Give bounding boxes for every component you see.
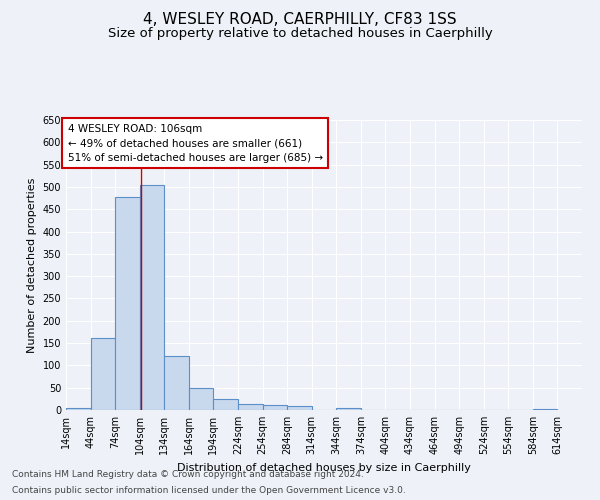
X-axis label: Distribution of detached houses by size in Caerphilly: Distribution of detached houses by size …: [177, 462, 471, 472]
Bar: [533, 408, 557, 410]
Text: 4, WESLEY ROAD, CAERPHILLY, CF83 1SS: 4, WESLEY ROAD, CAERPHILLY, CF83 1SS: [143, 12, 457, 28]
Bar: [238, 404, 263, 410]
Bar: [140, 185, 164, 410]
Bar: [164, 356, 189, 410]
Bar: [336, 408, 361, 410]
Text: 4 WESLEY ROAD: 106sqm
← 49% of detached houses are smaller (661)
51% of semi-det: 4 WESLEY ROAD: 106sqm ← 49% of detached …: [68, 124, 323, 163]
Bar: [214, 399, 238, 410]
Text: Size of property relative to detached houses in Caerphilly: Size of property relative to detached ho…: [107, 28, 493, 40]
Text: Contains HM Land Registry data © Crown copyright and database right 2024.: Contains HM Land Registry data © Crown c…: [12, 470, 364, 479]
Bar: [189, 388, 214, 410]
Bar: [263, 404, 287, 410]
Y-axis label: Number of detached properties: Number of detached properties: [27, 178, 37, 352]
Bar: [287, 406, 312, 410]
Bar: [115, 196, 140, 410]
Bar: [91, 338, 115, 410]
Bar: [66, 408, 91, 410]
Text: Contains public sector information licensed under the Open Government Licence v3: Contains public sector information licen…: [12, 486, 406, 495]
